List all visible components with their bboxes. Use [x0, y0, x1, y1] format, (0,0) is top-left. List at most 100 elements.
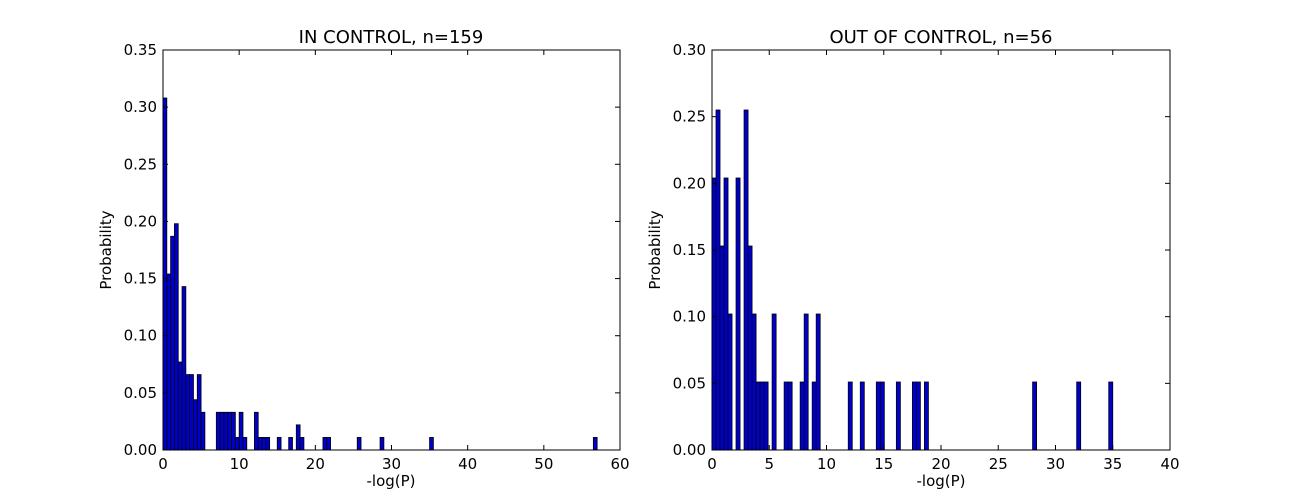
out-of-control-y-tick-label-6: 0.30	[673, 41, 706, 59]
in-control-y-axis-label: Probability	[97, 210, 115, 289]
in-control-bar-28	[326, 437, 331, 451]
out-of-control-y-tick-label-3: 0.15	[673, 241, 706, 259]
out-of-control-y-tick-label-2: 0.10	[673, 308, 706, 326]
in-control-bar-26	[299, 437, 305, 451]
in-control-y-tick-label-7: 0.35	[124, 41, 157, 59]
in-control-x-tick-label-6: 60	[610, 455, 629, 473]
out-of-control-bar-19	[847, 381, 853, 451]
out-of-control-x-tick-label-8: 40	[1160, 455, 1179, 473]
out-of-control-x-tick-label-4: 20	[931, 455, 950, 473]
out-of-control-bar-20	[859, 381, 865, 451]
in-control-bar-6	[185, 374, 191, 451]
in-control-x-tick-label-3: 30	[382, 455, 401, 473]
in-control-x-tick-label-1: 10	[230, 455, 249, 473]
in-control-bar-21	[261, 437, 267, 451]
out-of-control-x-tick-label-7: 35	[1103, 455, 1122, 473]
out-of-control-bar-16	[803, 313, 809, 451]
in-control-plot-frame	[162, 49, 621, 451]
in-control-bar-10	[200, 411, 206, 451]
out-of-control-plot-frame	[711, 49, 1171, 451]
in-control-bar-16	[234, 437, 240, 451]
out-of-control-bar-29	[1108, 381, 1114, 451]
out-of-control-bar-4	[727, 313, 733, 451]
out-of-control-x-tick-label-6: 30	[1046, 455, 1065, 473]
in-control-bar-4	[177, 361, 183, 451]
out-of-control-x-tick-label-5: 25	[989, 455, 1008, 473]
out-of-control-bar-21	[875, 381, 881, 451]
out-of-control-y-tick-label-1: 0.05	[673, 374, 706, 392]
in-control-y-tick-label-3: 0.15	[124, 270, 157, 288]
in-control-bar-17	[238, 411, 244, 451]
out-of-control-bar-13	[783, 381, 789, 451]
in-control-y-tick-label-0: 0.00	[124, 441, 157, 459]
in-control-bar-5	[181, 286, 187, 451]
in-control-y-tick-label-2: 0.10	[124, 327, 157, 345]
in-control-y-tick-label-1: 0.05	[124, 384, 157, 402]
in-control-bar-15	[231, 411, 236, 451]
out-of-control-bar-10	[759, 381, 765, 451]
in-control-bar-1	[166, 273, 172, 451]
out-of-control-bar-2	[719, 245, 725, 451]
out-of-control-bar-0	[711, 177, 717, 451]
out-of-control-y-tick-label-4: 0.20	[673, 174, 706, 192]
in-control-x-axis-label: -log(P)	[366, 472, 415, 490]
in-control-bar-29	[356, 437, 362, 451]
out-of-control-bar-7	[747, 245, 753, 451]
in-control-x-tick-label-2: 20	[306, 455, 325, 473]
out-of-control-x-tick-label-1: 5	[764, 455, 774, 473]
out-of-control-bar-24	[911, 381, 917, 451]
out-of-control-bar-27	[1032, 381, 1038, 451]
in-control-bar-0	[162, 97, 168, 451]
out-of-control-x-tick-label-2: 10	[817, 455, 836, 473]
out-of-control-y-tick-label-5: 0.25	[673, 108, 706, 126]
in-control-bar-12	[219, 411, 225, 451]
in-control-bar-2	[170, 235, 175, 451]
in-control-x-tick-label-0: 0	[158, 455, 168, 473]
out-of-control-bar-22	[879, 381, 885, 451]
in-control-y-tick-label-6: 0.30	[124, 98, 157, 116]
in-control-bar-32	[592, 437, 598, 451]
in-control-bar-24	[288, 437, 293, 451]
in-control-title: IN CONTROL, n=159	[299, 27, 484, 48]
in-control-ticks: 0 10 20 30 40 50 60 0.00 0.05 0.10 0.15 0.20 0.25 0.3…	[124, 41, 630, 473]
out-of-control-histogram: OUT OF CONTROL, n=56 0 5 10 15 20 25 30 35 40 0.0…	[646, 27, 1180, 490]
in-control-x-tick-label-4: 40	[458, 455, 477, 473]
in-control-bar-18	[242, 437, 248, 451]
in-control-bar-27	[322, 437, 328, 451]
in-control-bar-11	[215, 411, 221, 451]
in-control-bar-8	[193, 399, 198, 451]
out-of-control-bar-12	[771, 313, 777, 451]
in-control-y-tick-label-5: 0.25	[124, 155, 157, 173]
in-control-bar-22	[265, 437, 271, 451]
in-control-y-tick-label-4: 0.20	[124, 212, 157, 230]
in-control-histogram: IN CONTROL, n=159 0 10 20 30 40 50 600.000.050…	[97, 27, 630, 490]
out-of-control-x-tick-label-0: 0	[707, 455, 717, 473]
in-control-bar-13	[223, 411, 229, 451]
in-control-bar-19	[253, 411, 259, 451]
in-control-bar-25	[295, 424, 301, 451]
in-control-x-tick-label-5: 50	[534, 455, 553, 473]
out-of-control-bar-6	[743, 109, 749, 451]
out-of-control-bar-11	[763, 381, 769, 451]
out-of-control-x-tick-label-3: 15	[874, 455, 893, 473]
out-of-control-bar-8	[751, 313, 757, 451]
out-of-control-bar-28	[1076, 381, 1082, 451]
out-of-control-bar-25	[915, 381, 921, 451]
in-control-bar-20	[257, 437, 263, 451]
out-of-control-bar-18	[815, 313, 821, 451]
in-control-bar-14	[227, 411, 232, 451]
out-of-control-bar-5	[735, 177, 741, 451]
out-of-control-bar-14	[787, 381, 793, 451]
out-of-control-y-axis-label: Probability	[646, 210, 664, 289]
in-control-bar-3	[174, 223, 179, 451]
out-of-control-bar-23	[895, 381, 901, 451]
in-control-bar-23	[276, 437, 282, 451]
in-control-bar-31	[429, 437, 434, 451]
out-of-control-ticks: 0 5 10 15 20 25 30 35 40 0.00 0.05 0.10 0.15 0.20 0.25…	[673, 41, 1180, 473]
out-of-control-bar-9	[755, 381, 761, 451]
out-of-control-x-axis-label: -log(P)	[916, 472, 965, 490]
out-of-control-bar-26	[924, 381, 929, 451]
in-control-bar-9	[196, 374, 202, 451]
out-of-control-bar-17	[811, 381, 817, 451]
